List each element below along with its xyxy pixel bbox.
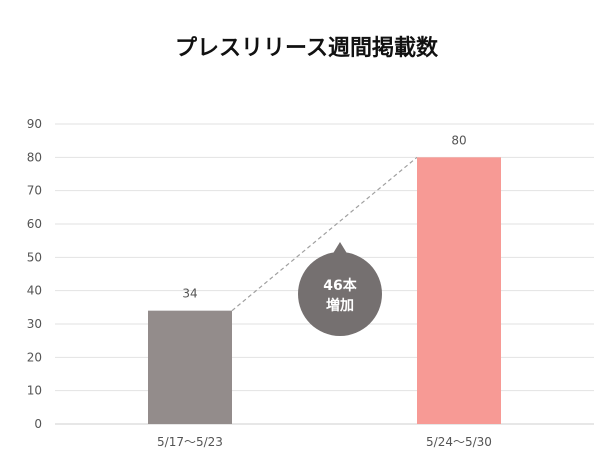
y-tick-label: 60 — [27, 217, 42, 231]
x-axis-ticks: 5/17〜5/23 5/24〜5/30 — [157, 435, 492, 449]
y-tick-label: 70 — [27, 184, 42, 198]
chart-title: プレスリリース週間掲載数 — [175, 36, 438, 61]
bar — [148, 310, 232, 424]
dashed-connector-line — [231, 156, 418, 312]
callout-bubble — [298, 252, 382, 336]
callout-line2: 増加 — [326, 297, 354, 314]
y-tick-label: 0 — [34, 417, 42, 431]
y-tick-label: 50 — [27, 250, 42, 264]
data-label: 34 — [182, 287, 197, 301]
data-label: 80 — [451, 133, 466, 147]
bar — [417, 157, 501, 425]
y-tick-label: 30 — [27, 317, 42, 331]
callout-pointer — [332, 242, 348, 255]
callout-line1: 46本 — [323, 277, 357, 294]
bars — [148, 157, 501, 425]
x-tick-label: 5/17〜5/23 — [157, 435, 223, 449]
data-labels: 34 80 — [182, 133, 466, 300]
y-tick-label: 10 — [27, 384, 42, 398]
y-tick-label: 90 — [27, 117, 42, 131]
y-tick-label: 40 — [27, 284, 42, 298]
connector-layer — [231, 156, 418, 312]
x-tick-label: 5/24〜5/30 — [426, 435, 492, 449]
y-axis-ticks: 0 10 20 30 40 50 60 70 80 90 — [27, 117, 42, 431]
y-tick-label: 20 — [27, 350, 42, 364]
y-tick-label: 80 — [27, 150, 42, 164]
